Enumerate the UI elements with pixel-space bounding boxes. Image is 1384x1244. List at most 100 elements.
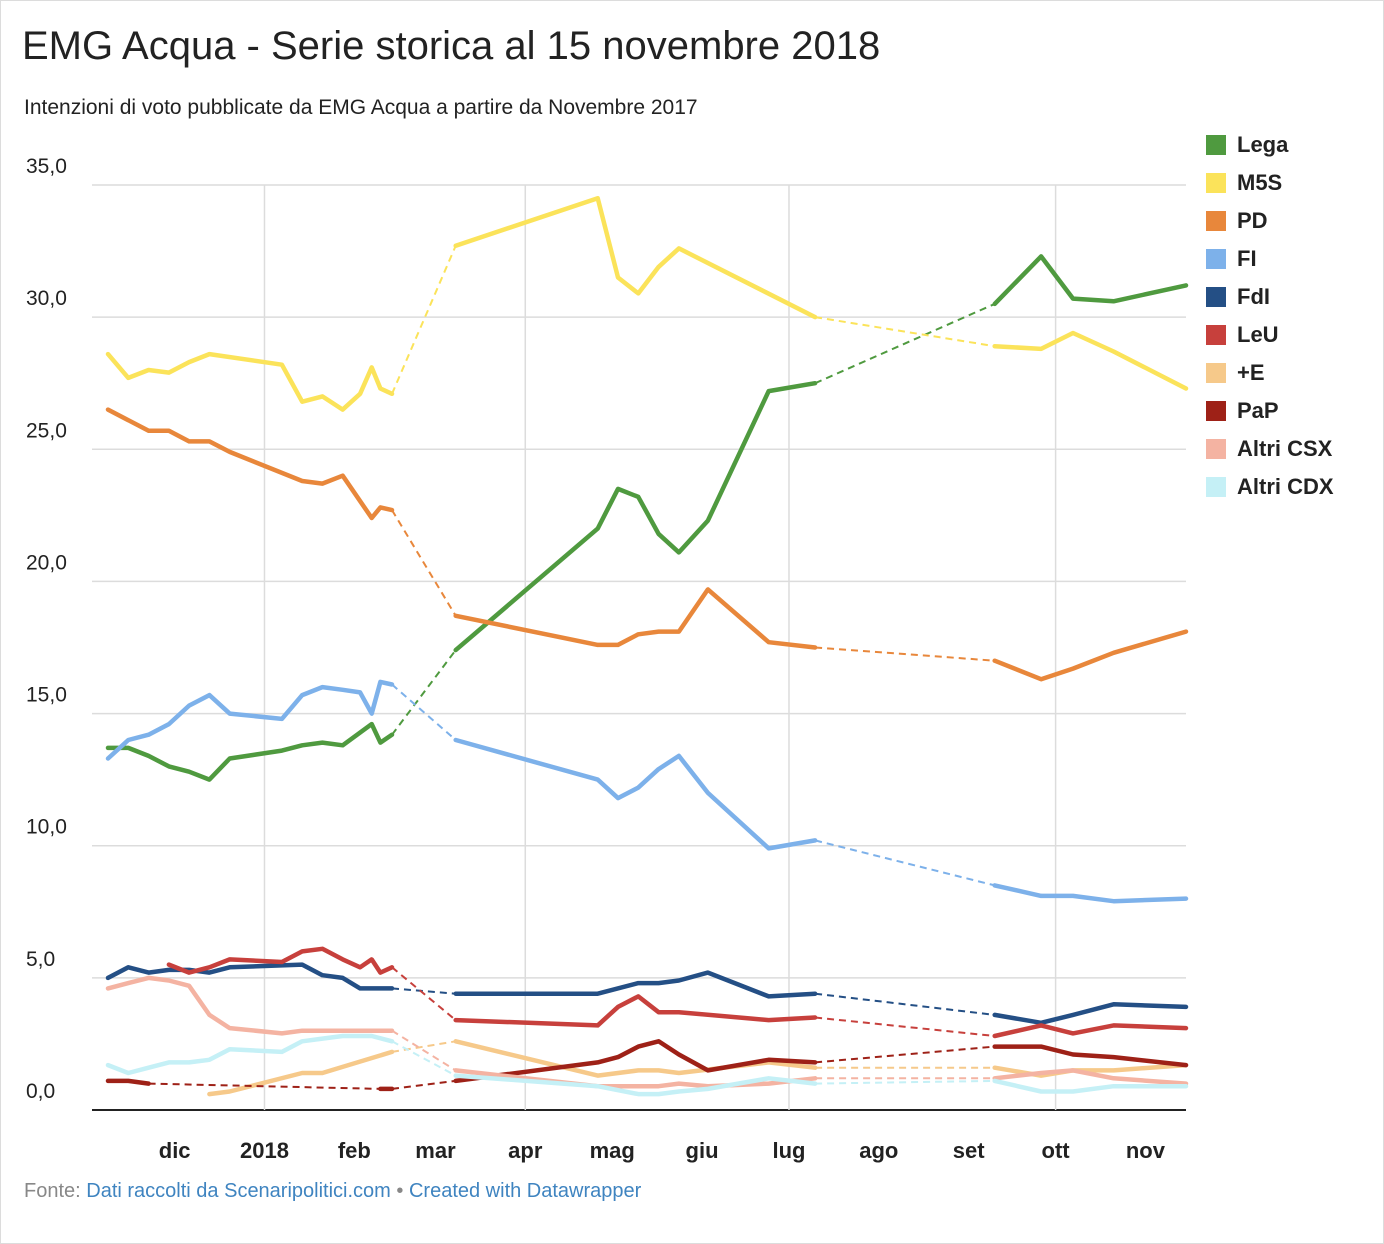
series-line: [992, 330, 1189, 391]
x-tick-label: giu: [686, 1138, 719, 1163]
y-tick-label: 10,0: [26, 816, 67, 839]
series-gap-line: [391, 245, 457, 395]
series-gap-line: [391, 966, 457, 1021]
chart-subtitle: Intenzioni di voto pubblicate da EMG Acq…: [24, 96, 698, 119]
series-leu: [166, 946, 1189, 1039]
series-line: [992, 883, 1189, 904]
series-lines: [105, 195, 1189, 1097]
series-line: [992, 629, 1189, 682]
series-gap-line: [814, 1016, 995, 1037]
legend-label: M5S: [1237, 170, 1283, 195]
x-tick-label: 2018: [240, 1138, 289, 1163]
y-tick-label: 30,0: [26, 287, 67, 310]
x-tick-label: mag: [590, 1138, 635, 1163]
series-line: [992, 1002, 1189, 1026]
legend-item: PaP: [1206, 392, 1334, 430]
series-gap-line: [391, 1040, 457, 1077]
legend: Lega M5S PD FI FdI LeU +E PaP Altri CSX Altri CDX: [1206, 126, 1334, 506]
series-lega: [105, 254, 1189, 782]
legend-item: M5S: [1206, 164, 1334, 202]
series-pap: [105, 1039, 1189, 1092]
x-axis-ticks: dic 2018 feb mar apr mag giu lug ago set ott nov: [159, 1138, 1166, 1163]
legend-label: LeU: [1237, 322, 1279, 347]
series-line: [105, 721, 395, 782]
legend-label: +E: [1237, 360, 1265, 385]
series-line: [453, 195, 818, 320]
y-tick-label: 5,0: [26, 948, 55, 971]
x-tick-label: mar: [415, 1138, 456, 1163]
series-gap-line: [391, 649, 457, 736]
series-fi: [105, 679, 1189, 904]
chart-title: EMG Acqua - Serie storica al 15 novembre…: [22, 24, 881, 68]
series-gap-line: [814, 992, 995, 1016]
series-gap-line: [814, 302, 996, 385]
series-gap-line: [814, 839, 995, 887]
gridlines: [92, 184, 1186, 1111]
legend-item: Lega: [1206, 126, 1334, 164]
footer-separator: •: [396, 1180, 404, 1202]
legend-swatch: [1206, 439, 1226, 459]
series-line: [453, 1073, 818, 1097]
legend-swatch: [1206, 249, 1226, 269]
series-gap-line: [815, 1045, 995, 1064]
series-gap-line: [391, 987, 456, 995]
legend-swatch: [1206, 135, 1226, 155]
series-line: [166, 946, 395, 975]
legend-label: FdI: [1237, 284, 1270, 309]
x-tick-label: ago: [859, 1138, 898, 1163]
series-line: [207, 1049, 395, 1097]
series-line: [105, 975, 395, 1036]
series-line: [105, 407, 395, 521]
x-tick-label: lug: [772, 1138, 805, 1163]
legend-label: FI: [1237, 246, 1257, 271]
legend-label: Altri CSX: [1237, 436, 1333, 461]
series-line: [453, 1039, 818, 1078]
x-tick-label: set: [953, 1138, 985, 1163]
legend-label: Lega: [1237, 132, 1289, 157]
footer: Fonte: Dati raccolti da Scenaripolitici.…: [24, 1180, 641, 1203]
series-gap-line: [815, 1079, 995, 1085]
x-tick-label: apr: [508, 1138, 543, 1163]
legend-swatch: [1206, 287, 1226, 307]
credit-link[interactable]: Created with Datawrapper: [408, 1180, 642, 1202]
series-gap-line: [815, 646, 995, 662]
source-link[interactable]: Dati raccolti da Scenaripolitici.com: [86, 1180, 391, 1202]
series-line: [105, 679, 395, 761]
series-gap-line: [391, 1029, 457, 1072]
y-tick-label: 15,0: [26, 684, 67, 707]
legend-item: FI: [1206, 240, 1334, 278]
legend-label: PD: [1237, 208, 1268, 233]
series-line: [453, 994, 818, 1028]
x-tick-label: ott: [1042, 1138, 1071, 1163]
series-line: [453, 587, 818, 650]
y-axis-ticks: 35,0 30,0 25,0 20,0 15,0 10,0 5,0 0,0: [26, 155, 67, 1103]
y-tick-label: 25,0: [26, 419, 67, 442]
series-gap-line: [391, 1079, 456, 1090]
series-line: [992, 1068, 1189, 1086]
series-line: [105, 1078, 151, 1086]
series-line: [992, 1023, 1189, 1039]
series-altri-cdx: [105, 1033, 1189, 1097]
legend-swatch: [1206, 477, 1226, 497]
series-line: [992, 254, 1189, 307]
y-tick-label: 20,0: [26, 551, 67, 574]
legend-swatch: [1206, 363, 1226, 383]
legend-swatch: [1206, 211, 1226, 231]
series-gap-line: [391, 509, 457, 617]
legend-swatch: [1206, 325, 1226, 345]
y-tick-label: 35,0: [26, 155, 67, 178]
source-label: Fonte:: [24, 1180, 81, 1202]
series-line: [453, 737, 818, 851]
legend-item: PD: [1206, 202, 1334, 240]
legend-swatch: [1206, 173, 1226, 193]
series-line: [453, 380, 818, 653]
series-gap-line: [391, 683, 457, 741]
series-pd: [105, 407, 1189, 682]
x-tick-label: dic: [159, 1138, 191, 1163]
legend-swatch: [1206, 401, 1226, 421]
x-tick-label: feb: [338, 1138, 371, 1163]
series-gap-line: [148, 1082, 381, 1090]
legend-item: FdI: [1206, 278, 1334, 316]
legend-label: PaP: [1237, 398, 1279, 423]
